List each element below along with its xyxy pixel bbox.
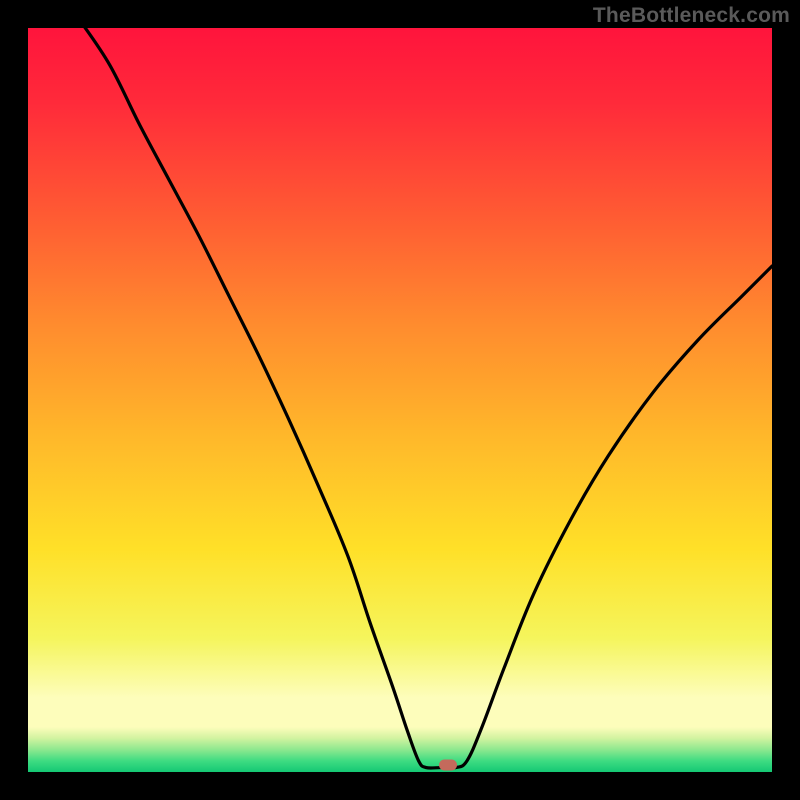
chart-plot-area	[28, 28, 772, 772]
watermark: TheBottleneck.com	[593, 4, 790, 28]
bottleneck-marker	[439, 760, 457, 771]
bottleneck-curve	[28, 28, 772, 772]
